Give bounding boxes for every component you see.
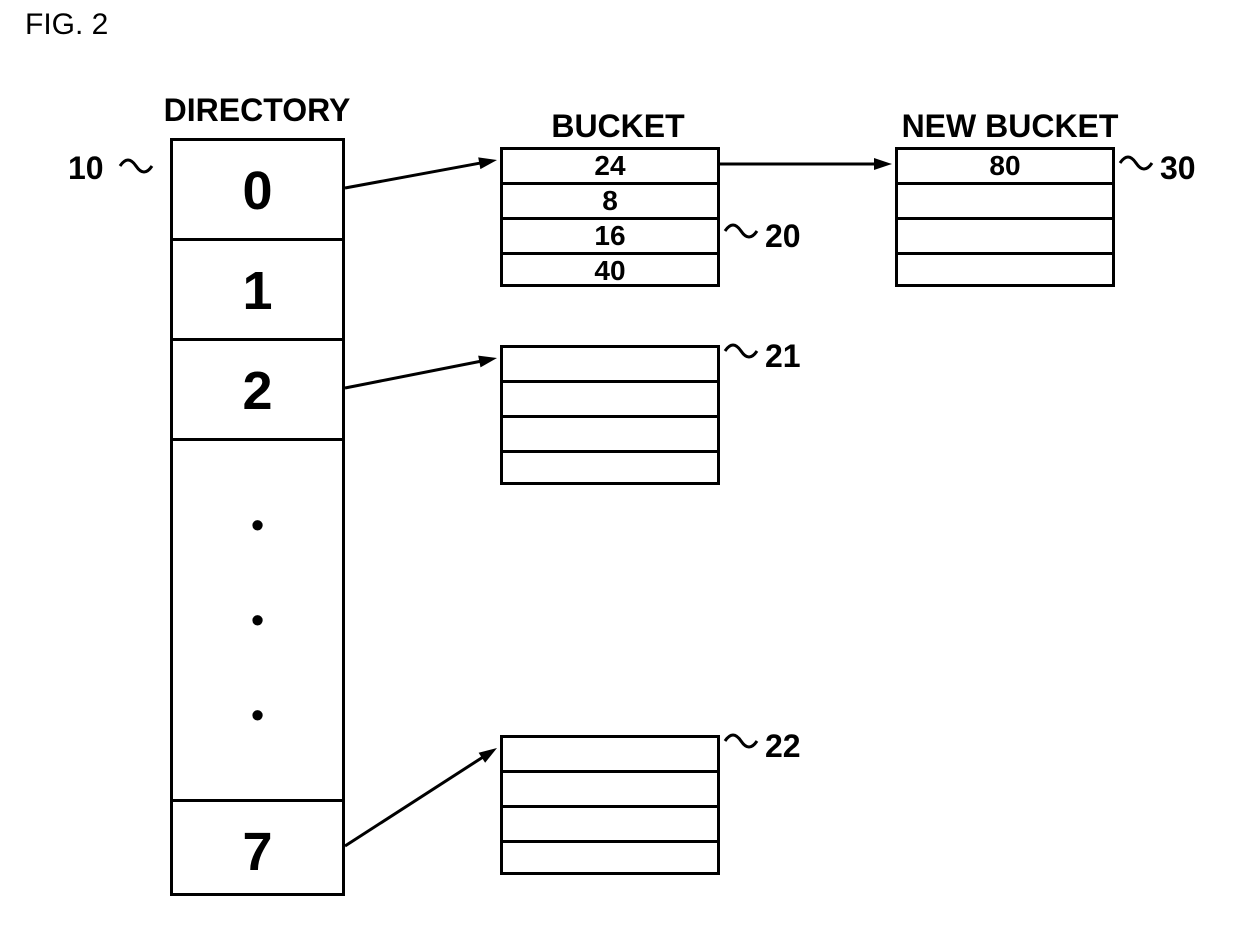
bucket-0-ref: 20 bbox=[765, 218, 801, 255]
new-bucket-row bbox=[898, 185, 1112, 220]
arrow-head bbox=[874, 158, 892, 170]
bucket-1 bbox=[500, 345, 720, 485]
directory-table: 012•••7 bbox=[170, 138, 345, 896]
new-bucket: 80 bbox=[895, 147, 1115, 287]
lead-line-tilde bbox=[120, 160, 152, 172]
lead-line-tilde bbox=[1120, 157, 1152, 169]
bucket-2-row bbox=[503, 738, 717, 773]
lead-line-tilde bbox=[725, 225, 757, 237]
bucket-0-row: 16 bbox=[503, 220, 717, 255]
arrow-head bbox=[478, 157, 497, 169]
new-bucket-row bbox=[898, 255, 1112, 290]
lead-line-tilde bbox=[725, 735, 757, 747]
directory-header: DIRECTORY bbox=[147, 92, 367, 129]
bucket-1-ref: 21 bbox=[765, 338, 801, 375]
new-bucket-header: NEW BUCKET bbox=[870, 108, 1150, 145]
bucket-1-row bbox=[503, 418, 717, 453]
lead-line-tilde bbox=[725, 345, 757, 357]
bucket-2-row bbox=[503, 773, 717, 808]
bucket-2 bbox=[500, 735, 720, 875]
bucket-header: BUCKET bbox=[508, 108, 728, 145]
new-bucket-ref: 30 bbox=[1160, 150, 1196, 187]
bucket-2-ref: 22 bbox=[765, 728, 801, 765]
new-bucket-row: 80 bbox=[898, 150, 1112, 185]
arrow-line bbox=[345, 754, 488, 846]
bucket-1-row bbox=[503, 348, 717, 383]
bucket-0-row: 40 bbox=[503, 255, 717, 290]
arrow-head bbox=[478, 356, 497, 368]
directory-entry-1: 1 bbox=[173, 241, 342, 341]
bucket-0-row: 8 bbox=[503, 185, 717, 220]
figure-label: FIG. 2 bbox=[25, 8, 108, 42]
bucket-1-row bbox=[503, 453, 717, 488]
bucket-1-row bbox=[503, 383, 717, 418]
bucket-0: 2481640 bbox=[500, 147, 720, 287]
bucket-0-row: 24 bbox=[503, 150, 717, 185]
directory-entry-2: 2 bbox=[173, 341, 342, 441]
directory-ref: 10 bbox=[68, 150, 104, 187]
new-bucket-row bbox=[898, 220, 1112, 255]
directory-entry-0: 0 bbox=[173, 141, 342, 241]
bucket-2-row bbox=[503, 843, 717, 878]
directory-ellipsis: ••• bbox=[173, 441, 342, 799]
arrow-line bbox=[345, 360, 486, 388]
arrow-head bbox=[479, 748, 497, 763]
directory-entry-7: 7 bbox=[173, 799, 342, 899]
arrow-line bbox=[345, 162, 486, 188]
bucket-2-row bbox=[503, 808, 717, 843]
